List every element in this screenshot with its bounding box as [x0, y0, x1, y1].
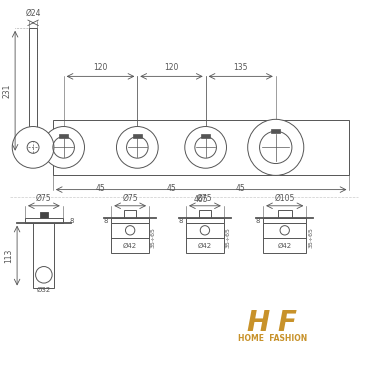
- Text: 120: 120: [93, 63, 108, 72]
- Text: Ø75: Ø75: [197, 194, 213, 203]
- Bar: [201, 134, 210, 138]
- Text: 8: 8: [255, 218, 260, 223]
- Text: 135: 135: [233, 63, 248, 72]
- Circle shape: [116, 126, 158, 168]
- Circle shape: [280, 226, 290, 235]
- Text: 8: 8: [178, 218, 182, 223]
- Bar: [25, 218, 63, 223]
- Text: 45: 45: [96, 184, 105, 193]
- Bar: [33, 223, 54, 289]
- Text: HOME  FASHION: HOME FASHION: [237, 334, 307, 343]
- Text: H: H: [246, 308, 269, 337]
- Text: 8: 8: [70, 218, 75, 223]
- Text: F: F: [277, 308, 296, 337]
- Text: 231: 231: [3, 83, 11, 98]
- Text: 45: 45: [167, 184, 177, 193]
- Bar: [272, 129, 280, 133]
- Text: Ø42: Ø42: [278, 243, 292, 248]
- Text: Ø75: Ø75: [36, 194, 52, 203]
- Text: 113: 113: [4, 248, 14, 263]
- Bar: [263, 223, 306, 253]
- Text: Ø32: Ø32: [37, 287, 51, 292]
- Text: 465: 465: [194, 195, 208, 204]
- Bar: [59, 134, 68, 138]
- Text: 35÷65: 35÷65: [308, 227, 313, 248]
- Circle shape: [185, 126, 226, 168]
- Bar: [263, 218, 306, 223]
- Text: 35÷65: 35÷65: [226, 227, 230, 248]
- Bar: [186, 223, 224, 253]
- Text: 120: 120: [164, 63, 179, 72]
- Bar: [133, 134, 142, 138]
- Circle shape: [36, 266, 52, 283]
- Bar: [186, 218, 224, 223]
- Text: 45: 45: [236, 184, 246, 193]
- Circle shape: [248, 119, 304, 176]
- Text: Ø42: Ø42: [198, 243, 212, 248]
- Bar: [111, 223, 149, 253]
- Circle shape: [12, 126, 54, 168]
- Bar: [124, 211, 136, 218]
- Bar: [199, 211, 211, 218]
- Circle shape: [126, 226, 135, 235]
- Circle shape: [43, 126, 84, 168]
- Bar: [278, 211, 292, 218]
- Text: Ø75: Ø75: [122, 194, 138, 203]
- Text: 35÷65: 35÷65: [151, 227, 156, 248]
- Bar: [40, 212, 48, 218]
- Bar: [53, 119, 349, 175]
- Circle shape: [200, 226, 210, 235]
- Text: Ø42: Ø42: [123, 243, 137, 248]
- Text: 8: 8: [103, 218, 108, 223]
- Bar: [29, 28, 37, 154]
- Text: Ø105: Ø105: [275, 194, 295, 203]
- Text: Ø24: Ø24: [25, 9, 41, 18]
- Bar: [111, 218, 149, 223]
